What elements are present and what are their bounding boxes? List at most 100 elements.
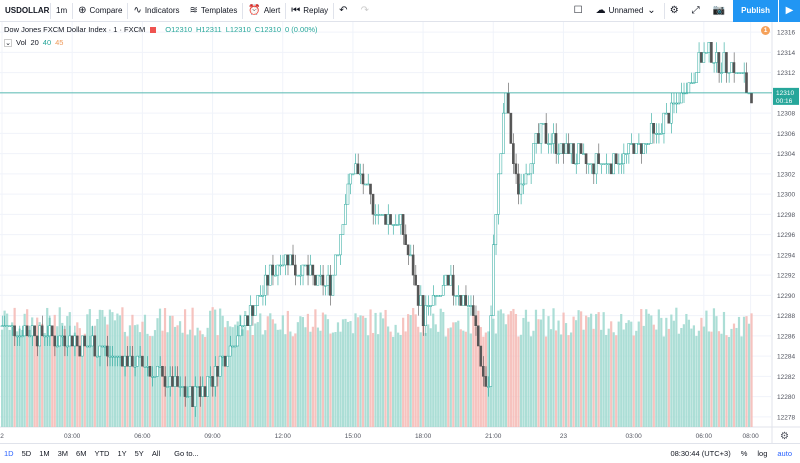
fullscreen-button[interactable]: ⤢ — [687, 0, 708, 22]
candle-body — [391, 224, 395, 226]
candle-body — [602, 163, 605, 165]
candle-body — [138, 355, 142, 358]
candle-body — [166, 386, 169, 388]
volume-bar — [384, 309, 387, 427]
divider — [285, 2, 287, 19]
volume-bar — [221, 315, 224, 427]
candle-body — [291, 254, 295, 266]
publish-button[interactable]: Publish — [733, 0, 778, 22]
templates-button[interactable]: ≋ Templates — [185, 0, 243, 22]
plus-circle-icon: ⊕ — [78, 4, 87, 16]
candle-body — [727, 72, 731, 74]
goto-button[interactable]: Go to... — [174, 449, 199, 458]
candle-series — [0, 42, 753, 417]
volume-bar — [622, 329, 625, 427]
volume-bar — [399, 334, 402, 427]
candle-body — [359, 173, 362, 176]
volume-bar — [700, 317, 703, 427]
collapse-icon[interactable]: ⌄ — [4, 38, 12, 47]
range-button-1d[interactable]: 1D — [4, 449, 14, 458]
range-button-1m[interactable]: 1M — [39, 449, 50, 458]
candle-body — [101, 345, 104, 348]
compare-label: Compare — [89, 6, 123, 15]
candle-body — [677, 102, 681, 105]
chart-settings-gear-icon[interactable]: ⚙ — [780, 431, 789, 442]
candle-body — [233, 345, 237, 348]
play-button[interactable]: ▶ — [778, 0, 800, 22]
range-button-1y[interactable]: 1Y — [117, 449, 127, 458]
range-button-all[interactable]: All — [151, 449, 161, 458]
volume-bar — [559, 334, 563, 427]
redo-button[interactable]: ↷ — [356, 0, 377, 22]
time-tick-label: 08:00 — [742, 433, 759, 440]
volume-bar — [469, 333, 472, 427]
range-button-3m[interactable]: 3M — [57, 449, 69, 458]
range-button-5d[interactable]: 5D — [21, 449, 32, 458]
candle-body — [306, 264, 310, 276]
candle-body — [336, 254, 340, 257]
volume-bar — [339, 331, 342, 427]
volume-bar — [266, 316, 269, 427]
volume-bar — [229, 326, 232, 427]
range-button-ytd[interactable]: YTD — [94, 449, 110, 458]
indicators-button[interactable]: ∿ Indicators — [128, 0, 184, 22]
candle-body — [141, 355, 144, 367]
volume-bar — [657, 309, 660, 427]
volume-bar — [291, 336, 294, 427]
settings-button[interactable]: ⚙ — [665, 0, 687, 22]
undo-button[interactable]: ↶ — [334, 0, 355, 22]
percent-toggle[interactable]: % — [740, 449, 748, 458]
camera-icon: 📷 — [712, 4, 726, 16]
range-button-6m[interactable]: 6M — [76, 449, 87, 458]
candle-body — [379, 214, 382, 216]
candle-body — [283, 254, 287, 266]
volume-bar — [680, 327, 683, 427]
volume-bar — [667, 328, 670, 427]
volume-bar — [597, 312, 600, 427]
candle-body — [657, 133, 661, 135]
volume-bar — [36, 317, 39, 427]
volume-bar — [186, 334, 189, 427]
volume-bar — [547, 316, 550, 427]
candle-body — [644, 143, 648, 145]
candle-body — [8, 325, 11, 327]
volume-bar — [507, 314, 510, 427]
layout-name-button[interactable]: ☁ Unnamed ⌄ — [591, 0, 664, 22]
symbol-search-button[interactable]: USDOLLAR — [5, 6, 50, 15]
volume-bar — [592, 328, 595, 427]
candle-body — [396, 224, 400, 226]
price-tick-label: 12312 — [777, 70, 795, 77]
auto-scale-toggle[interactable]: auto — [777, 449, 792, 458]
volume-bar — [336, 322, 340, 427]
alert-button[interactable]: ⏰ Alert — [243, 0, 285, 22]
time-tick-label: 06:00 — [696, 433, 713, 440]
interval-button[interactable]: 1m — [56, 6, 68, 15]
clock-display[interactable]: 08:30:44 (UTC+3) — [670, 449, 731, 458]
alert-count-badge[interactable]: 1 — [761, 26, 770, 35]
replay-button[interactable]: ⏮ Replay — [286, 0, 333, 22]
candle-body — [732, 62, 736, 73]
candle-body — [622, 153, 625, 164]
volume-bar — [26, 309, 29, 427]
candle-body — [73, 335, 77, 347]
candle-body — [474, 315, 478, 326]
volume-bar — [8, 329, 11, 427]
candle-body — [253, 305, 257, 316]
volume-bar — [301, 317, 304, 427]
snapshot-button[interactable]: 📷 — [708, 0, 733, 22]
candle-body — [314, 274, 317, 286]
volume-bar — [329, 333, 332, 427]
price-chart[interactable]: 12316 12314 12312 12310 12308 12306 12304 12302… — [0, 22, 800, 443]
candle-body — [326, 274, 330, 286]
log-toggle[interactable]: log — [757, 449, 768, 458]
fullscreen-select-button[interactable]: ☐ — [569, 0, 591, 22]
volume-bar — [397, 332, 400, 427]
volume-bar — [637, 321, 640, 427]
volume-bar — [512, 308, 515, 427]
volume-bar — [249, 315, 252, 427]
candle-body — [654, 133, 658, 135]
candle-body — [346, 183, 350, 205]
play-icon: ▶ — [785, 4, 794, 16]
range-button-5y[interactable]: 5Y — [134, 449, 144, 458]
compare-button[interactable]: ⊕ Compare — [73, 0, 127, 22]
